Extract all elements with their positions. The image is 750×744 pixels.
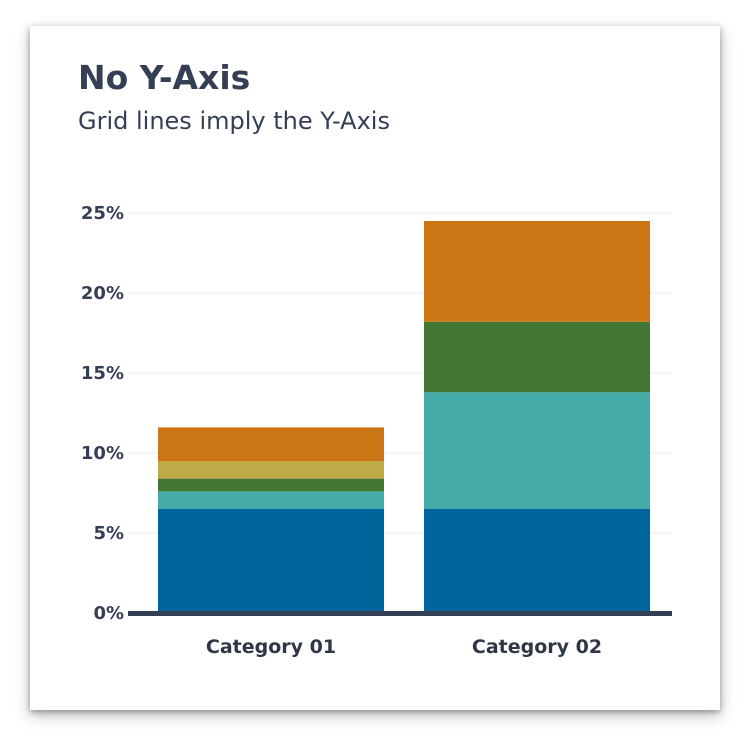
chart-title: No Y-Axis [78, 58, 251, 97]
x-axis-baseline [128, 611, 672, 616]
y-tick-label: 10% [81, 443, 124, 464]
bar-segment [158, 461, 384, 479]
bar-segment [158, 427, 384, 461]
y-tick-label: 5% [93, 523, 124, 544]
y-tick-label: 0% [93, 603, 124, 624]
category-label: Category 01 [206, 636, 336, 658]
bar-segment [158, 509, 384, 613]
y-tick-label: 25% [81, 203, 124, 224]
y-tick-label: 20% [81, 283, 124, 304]
chart-subtitle: Grid lines imply the Y-Axis [78, 107, 390, 135]
stacked-bar-chart: 0% 5% 10% 15% 20% 25% Category 01 Category 02 [81, 203, 672, 658]
chart-card: No Y-Axis Grid lines imply the Y-Axis 0%… [30, 26, 720, 710]
category-label: Category 02 [472, 636, 602, 658]
bar-segment [424, 221, 650, 322]
bar-segment [158, 478, 384, 492]
y-tick-label: 15% [81, 363, 124, 384]
bar-segment [424, 321, 650, 393]
bar-segment [158, 491, 384, 509]
bar-segment [424, 392, 650, 509]
bar-segment [424, 509, 650, 613]
